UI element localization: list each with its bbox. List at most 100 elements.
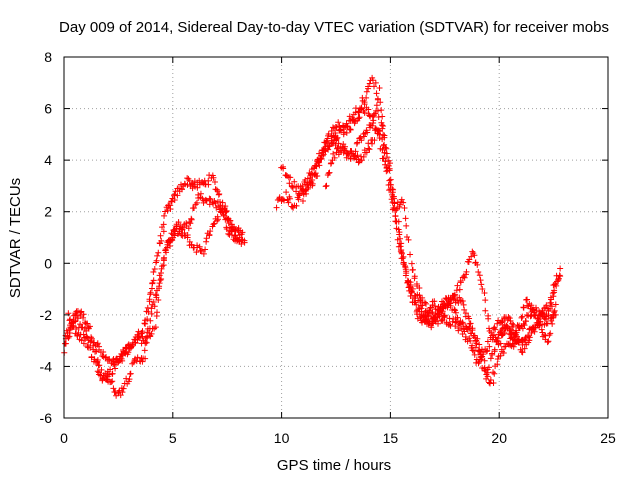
x-axis-label: GPS time / hours [277,457,391,474]
data-point [486,343,493,350]
data-point [295,191,302,198]
data-point [365,85,372,92]
data-point [158,265,165,272]
data-point [109,370,116,377]
data-point [360,153,367,160]
data-point [426,320,433,327]
data-point [456,321,463,328]
data-point [519,349,526,356]
data-point [167,243,174,250]
data-point [94,358,101,365]
data-point [281,197,288,204]
data-point [88,337,95,344]
data-point [418,305,425,312]
data-point [171,196,178,203]
data-point [429,309,436,316]
data-point [416,311,423,318]
data-point [461,306,468,313]
data-point [536,322,543,329]
data-point [197,190,204,197]
data-point [541,331,548,338]
data-point [497,352,504,359]
data-point [381,141,388,148]
data-point [352,148,359,155]
data-point [212,200,219,207]
data-point [239,229,246,236]
data-point [207,196,214,203]
data-point [543,302,550,309]
data-point [372,79,379,86]
data-point [80,340,87,347]
data-point [110,385,117,392]
data-point [141,347,148,354]
data-point [466,325,473,332]
data-point [150,277,157,284]
data-point [152,324,159,331]
data-point [303,190,310,197]
data-point [451,306,458,313]
data-point [99,377,106,384]
data-point [407,251,414,258]
data-point [142,355,149,362]
data-point [185,225,192,232]
data-point [425,320,432,327]
data-point [213,186,220,193]
data-point [548,303,555,310]
data-point [515,339,522,346]
data-point [439,316,446,323]
data-point [273,204,280,211]
axis-ticks: 0 5 10 15 20 25 -6 -4 -2 0 2 4 6 8 [40,49,616,446]
data-point [202,246,209,253]
data-point [148,310,155,317]
data-point [414,315,421,322]
data-point [403,233,410,240]
data-point [77,331,84,338]
data-point [534,314,541,321]
data-point [469,327,476,334]
data-point [355,115,362,122]
data-point [371,83,378,90]
data-point [403,222,410,229]
data-point [484,338,491,345]
data-point [179,224,186,231]
data-point [547,330,554,337]
data-point [166,202,173,209]
data-point [173,225,180,232]
data-point [88,354,95,361]
data-point [373,90,380,97]
data-point [438,317,445,324]
data-point [139,328,146,335]
data-point [452,309,459,316]
data-point [400,199,407,206]
data-point [335,119,342,126]
data-point [551,307,558,314]
data-point [206,231,213,238]
data-point [396,240,403,247]
data-point [409,285,416,292]
data-point [461,274,468,281]
data-point [178,232,185,239]
data-point [215,216,222,223]
data-point [340,145,347,152]
data-point [322,183,329,190]
data-point [93,348,100,355]
data-point [80,311,87,318]
data-point [469,248,476,255]
data-point [547,294,554,301]
data-point [485,315,492,322]
data-point [108,379,115,386]
data-point [203,235,210,242]
y-tick-label: 8 [44,49,52,65]
data-point [479,285,486,292]
data-point [309,177,316,183]
data-point [98,366,105,373]
data-point [80,314,87,321]
data-point [158,237,165,244]
data-point [77,321,84,328]
data-point [398,255,405,262]
data-point [455,327,462,334]
data-point [466,335,473,342]
data-point [327,160,334,167]
data-point [147,317,154,324]
data-point [134,354,141,361]
